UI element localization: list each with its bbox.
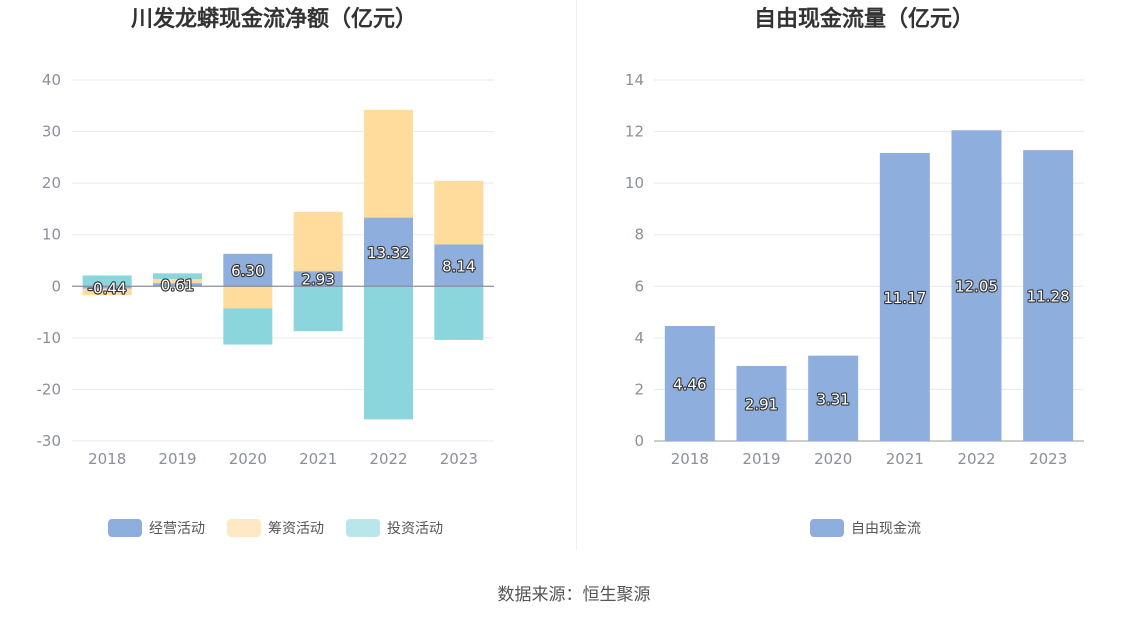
x-tick-label: 2023 — [1029, 450, 1067, 468]
y-tick-label: -20 — [37, 380, 62, 398]
bar-经营活动 — [293, 271, 343, 287]
y-tick-label: 30 — [42, 123, 61, 141]
bar-经营活动 — [364, 217, 413, 287]
data-label: 11.28 — [1027, 288, 1070, 306]
bar-投资活动 — [153, 273, 202, 280]
y-tick-label: 12 — [625, 123, 644, 141]
bar-经营活动 — [434, 244, 484, 287]
data-label: 12.05 — [955, 278, 998, 296]
legend-swatch-筹资活动 — [227, 519, 261, 537]
data-label: 2.93 — [301, 271, 334, 289]
bar-筹资活动 — [82, 288, 132, 296]
bar-自由现金流 — [879, 152, 930, 441]
bar-筹资活动 — [293, 211, 343, 272]
legend-swatch-经营活动 — [108, 519, 142, 537]
bar-经营活动 — [153, 283, 202, 287]
data-label: 6.30 — [231, 262, 264, 280]
bar-自由现金流 — [808, 355, 859, 441]
y-tick-label: 0 — [634, 432, 644, 450]
x-tick-label: 2021 — [886, 450, 924, 468]
y-tick-label: 10 — [42, 226, 61, 244]
free-cash-flow-chart: 自由现金流量（亿元） 14 12 10 8 6 4 2 0 2018 2019 2020 2021 202… — [625, 6, 1084, 537]
bar-投资活动 — [82, 275, 132, 287]
x-tick-label: 2019 — [158, 450, 196, 468]
bar-筹资活动 — [434, 180, 484, 245]
y-tick-label: 8 — [634, 226, 644, 244]
y-tick-label: 0 — [51, 277, 61, 295]
y-tick-label: 10 — [625, 174, 644, 192]
x-tick-label: 2022 — [957, 450, 995, 468]
x-tick-label: 2020 — [229, 450, 267, 468]
x-tick-label: 2021 — [299, 450, 337, 468]
bar-自由现金流 — [664, 325, 715, 441]
bar-投资活动 — [293, 286, 343, 332]
legend-label-投资活动: 投资活动 — [387, 521, 443, 537]
y-tick-label: 40 — [42, 71, 61, 89]
panel-divider — [576, 0, 577, 550]
y-tick-label: 6 — [634, 277, 644, 295]
bar-自由现金流 — [736, 365, 787, 441]
data-label: 2.91 — [745, 395, 778, 413]
y-tick-label: 14 — [625, 71, 644, 89]
bar-经营活动 — [82, 286, 132, 289]
data-source-label: 数据来源：恒生聚源 — [497, 585, 651, 605]
legend-swatch-自由现金流 — [810, 519, 844, 537]
bar-投资活动 — [223, 308, 273, 345]
x-tick-label: 2018 — [671, 450, 709, 468]
legend-swatch-投资活动 — [346, 519, 380, 537]
bar-筹资活动 — [153, 279, 202, 284]
bar-自由现金流 — [1023, 150, 1074, 441]
x-tick-label: 2018 — [88, 450, 126, 468]
legend-label-自由现金流: 自由现金流 — [851, 521, 921, 537]
x-tick-label: 2023 — [440, 450, 478, 468]
data-label: 0.61 — [161, 277, 194, 295]
bar-经营活动 — [223, 253, 273, 287]
net-cash-flow-chart: 川发龙蟒现金流净额（亿元） 40 30 20 10 0 -10 -20 -30 2018 2019 2… — [37, 6, 494, 537]
x-tick-label: 2019 — [742, 450, 780, 468]
y-tick-label: -10 — [37, 329, 62, 347]
data-label: 11.17 — [883, 289, 926, 307]
x-tick-label: 2020 — [814, 450, 852, 468]
y-tick-label: 4 — [634, 329, 644, 347]
bar-自由现金流 — [951, 130, 1002, 441]
y-tick-label: -30 — [37, 432, 62, 450]
chart-title: 自由现金流量（亿元） — [754, 6, 974, 32]
data-label: 4.46 — [673, 375, 706, 393]
chart-panel-net-cash-flow: 川发龙蟒现金流净额（亿元） 40 30 20 10 0 -10 -20 -30 2018 2019 2… — [0, 0, 576, 550]
data-label: -0.44 — [88, 279, 127, 297]
y-tick-label: 20 — [42, 174, 61, 192]
data-label: 13.32 — [367, 244, 410, 262]
y-tick-label: 2 — [634, 380, 644, 398]
data-label: 3.31 — [816, 390, 849, 408]
chart-panel-free-cash-flow: 自由现金流量（亿元） 14 12 10 8 6 4 2 0 2018 2019 2020 2021 202… — [577, 0, 1148, 550]
bar-筹资活动 — [364, 109, 413, 218]
x-tick-label: 2022 — [369, 450, 407, 468]
data-label: 8.14 — [442, 257, 475, 275]
legend-label-经营活动: 经营活动 — [149, 521, 205, 537]
legend-label-筹资活动: 筹资活动 — [268, 520, 324, 537]
bar-投资活动 — [434, 286, 484, 340]
bar-筹资活动 — [223, 286, 273, 309]
bar-投资活动 — [364, 286, 413, 420]
chart-title: 川发龙蟒现金流净额（亿元） — [130, 6, 417, 32]
